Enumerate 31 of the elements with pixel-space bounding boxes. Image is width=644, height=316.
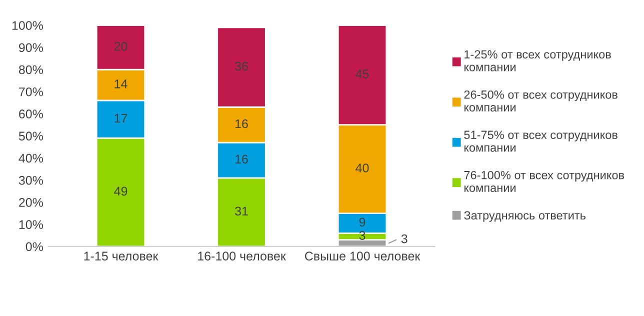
legend-label: 76-100% от всех сотрудников компании [464,170,624,192]
data-label: 40 [356,164,369,172]
y-tick-label: 80% [18,65,43,74]
data-label: 9 [359,218,366,227]
x-tick-label: Свыше 100 человек [304,252,420,261]
y-tick-label: 10% [19,220,43,230]
x-tick-label: 16-100 человек [198,252,286,261]
y-tick-label: 90% [19,43,43,52]
y-tick-label: 50% [18,132,43,141]
legend-label: Затрудняюсь ответить [464,211,586,222]
y-tick-label: 0% [26,242,43,252]
data-label: 20 [114,42,128,51]
data-label: 16 [236,154,248,164]
y-tick-label: 30% [18,176,43,185]
data-label: 31 [235,206,248,216]
y-tick-label: 60% [19,110,43,118]
data-label: 49 [114,186,128,196]
legend-label: 26-50% от всех сотрудников компании [464,90,618,112]
legend-label: 51-75% от всех сотрудников компании [464,130,618,152]
legend-label: 1-25% от всех сотрудников компании [464,50,611,72]
data-label: 16 [236,119,248,128]
y-tick-label: 100% [12,21,43,30]
x-tick-label: 1-15 человек [84,252,158,261]
data-label: 36 [235,62,248,71]
y-tick-label: 40% [18,154,43,163]
data-label: 17 [114,114,128,123]
y-tick-label: 20% [19,198,43,207]
y-tick-label: 70% [19,87,43,96]
data-label: 14 [114,80,128,88]
data-label: 3 [401,234,408,244]
data-label: 45 [356,70,369,78]
